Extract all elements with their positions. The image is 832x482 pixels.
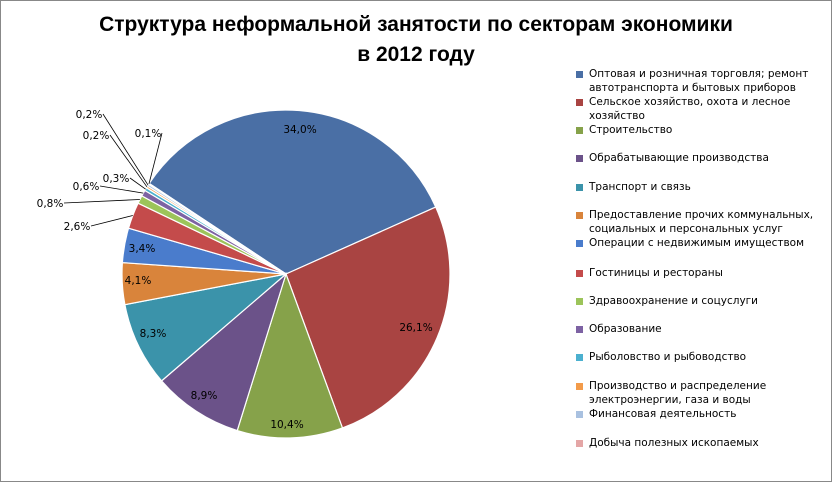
data-label: 10,4% xyxy=(270,419,303,431)
legend-swatch xyxy=(576,155,583,162)
legend-label: Финансовая деятельность xyxy=(589,408,737,420)
legend-label: Производство и распределение электроэнер… xyxy=(589,380,767,406)
data-label: 8,9% xyxy=(191,390,218,402)
data-label: 8,3% xyxy=(140,328,167,340)
legend-item: Предоставление прочих коммунальных, соци… xyxy=(576,208,826,236)
pie-slice xyxy=(124,272,289,382)
data-label: 0,6% xyxy=(73,181,100,193)
legend-item: Рыболовство и рыбоводство xyxy=(576,350,826,364)
data-label: 0,8% xyxy=(37,198,64,210)
leader-line xyxy=(148,132,163,185)
legend-label: Предоставление прочих коммунальных, соци… xyxy=(589,209,814,235)
data-label: 4,1% xyxy=(125,275,152,287)
legend-swatch xyxy=(576,298,583,305)
legend-swatch xyxy=(576,71,583,78)
legend-item: Гостиницы и рестораны xyxy=(576,266,826,280)
legend-swatch xyxy=(576,127,583,134)
leader-line xyxy=(99,185,144,194)
legend-item: Финансовая деятельность xyxy=(576,407,826,421)
legend-item: Обрабатывающие производства xyxy=(576,151,826,165)
leader-line xyxy=(90,215,133,227)
legend-item: Сельское хозяйство, охота и лесное хозяй… xyxy=(576,95,826,123)
chart-title-line-2: в 2012 году xyxy=(357,43,475,66)
legend-item: Строительство xyxy=(576,123,826,137)
legend-item: Здравоохранение и соцуслуги xyxy=(576,294,826,308)
legend-item: Образование xyxy=(576,322,826,336)
legend-item: Добыча полезных ископаемых xyxy=(576,436,826,450)
pie-slice xyxy=(160,272,288,432)
legend-label: Здравоохранение и соцуслуги xyxy=(589,295,759,307)
data-label: 0,2% xyxy=(76,109,103,121)
legend-label: Транспорт и связь xyxy=(589,181,691,193)
legend-label: Обрабатывающие производства xyxy=(589,152,769,164)
data-label: 0,2% xyxy=(83,130,110,142)
legend-item: Транспорт и связь xyxy=(576,180,826,194)
pie-slice xyxy=(285,206,451,429)
legend-swatch xyxy=(576,270,583,277)
legend-swatch xyxy=(576,354,583,361)
chart-title-line-1: Структура неформальной занятости по сект… xyxy=(99,13,733,36)
leader-line xyxy=(129,177,146,190)
leader-line xyxy=(109,134,148,188)
legend-swatch xyxy=(576,440,583,447)
legend-swatch xyxy=(576,411,583,418)
legend-swatch xyxy=(576,326,583,333)
pie-slice xyxy=(236,272,344,439)
data-label: 34,0% xyxy=(283,124,316,136)
legend-swatch xyxy=(576,212,583,219)
leader-line xyxy=(102,113,149,186)
legend-label: Гостиницы и рестораны xyxy=(589,267,723,279)
chart-title: Структура неформальной занятости по сект… xyxy=(0,10,832,70)
data-label: 0,3% xyxy=(103,173,130,185)
data-label: 3,4% xyxy=(129,243,156,255)
data-label: 2,6% xyxy=(64,221,91,233)
legend-swatch xyxy=(576,184,583,191)
pie-slice xyxy=(148,109,437,275)
legend-label: Рыболовство и рыбоводство xyxy=(589,351,747,363)
legend-swatch xyxy=(576,99,583,106)
legend-item: Операции с недвижимым имуществом xyxy=(576,236,826,250)
data-label: 26,1% xyxy=(399,322,432,334)
legend-item: Производство и распределение электроэнер… xyxy=(576,379,826,407)
legend-swatch xyxy=(576,240,583,247)
legend-label: Оптовая и розничная торговля; ремонт авт… xyxy=(589,68,809,94)
legend-swatch xyxy=(576,383,583,390)
legend-label: Строительство xyxy=(589,124,673,136)
legend-label: Образование xyxy=(589,323,662,335)
legend-label: Добыча полезных ископаемых xyxy=(589,437,759,449)
legend-label: Операции с недвижимым имуществом xyxy=(589,237,805,249)
legend-item: Оптовая и розничная торговля; ремонт авт… xyxy=(576,67,826,95)
legend-label: Сельское хозяйство, охота и лесное хозяй… xyxy=(589,96,791,122)
leader-line xyxy=(63,199,140,204)
data-label: 0,1% xyxy=(135,128,162,140)
